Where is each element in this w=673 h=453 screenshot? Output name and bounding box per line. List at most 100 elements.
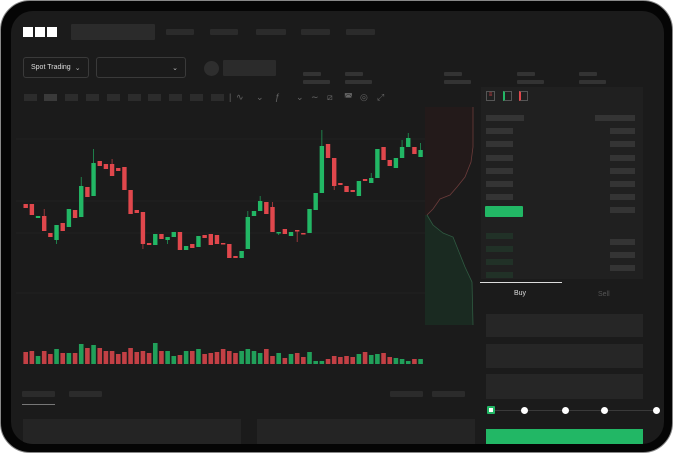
candle-up <box>276 232 281 234</box>
volume-bar <box>165 351 170 364</box>
slider-step-25[interactable] <box>521 407 528 414</box>
volume-bar <box>313 361 318 364</box>
order-amount <box>610 207 635 213</box>
candle-up <box>196 236 201 247</box>
candle-down <box>23 204 28 208</box>
price-input[interactable] <box>486 314 643 337</box>
tab-order-history[interactable] <box>69 391 102 397</box>
wave-icon[interactable]: ∼ <box>311 92 319 102</box>
candle-up <box>319 146 325 193</box>
volume-bar <box>54 349 59 364</box>
volume-bar <box>189 351 195 364</box>
candle-down <box>264 202 269 214</box>
volume-bar <box>72 353 78 364</box>
order-amount <box>610 252 635 258</box>
order-amount <box>610 128 635 134</box>
volume-bar <box>251 351 257 364</box>
candle-down <box>134 210 139 213</box>
nav-item[interactable] <box>346 29 375 35</box>
bottom-action[interactable] <box>432 391 465 397</box>
volume-bar <box>319 361 325 364</box>
timeframe-button[interactable] <box>211 94 224 101</box>
timeframe-button[interactable] <box>169 94 182 101</box>
ruler-icon[interactable]: ⧄ <box>327 92 333 102</box>
tab-open-orders[interactable] <box>22 391 55 397</box>
volume-bar <box>294 353 300 364</box>
stat-value <box>579 80 606 84</box>
candle-up <box>418 150 423 157</box>
order-amount <box>610 155 635 161</box>
chevron-down-icon[interactable]: ⌄ <box>296 92 304 102</box>
nav-item[interactable] <box>166 29 194 35</box>
fullscreen-icon[interactable]: ⤢ <box>377 92 385 102</box>
orderbook-header-amount <box>595 115 635 121</box>
candle-down <box>270 207 275 232</box>
tab-buy[interactable]: Buy <box>514 290 527 297</box>
ask-price <box>486 128 513 134</box>
candle-up <box>288 232 294 236</box>
volume-bar <box>307 352 312 364</box>
indicator-icon[interactable]: ƒ <box>275 92 281 102</box>
timeframe-button[interactable] <box>24 94 37 101</box>
nav-item[interactable] <box>301 29 330 35</box>
pair-dropdown[interactable]: ⌄ <box>96 57 186 78</box>
timeframe-button-active[interactable] <box>44 94 57 101</box>
timeframe-button[interactable] <box>107 94 120 101</box>
timeframe-button[interactable] <box>65 94 78 101</box>
order-amount <box>610 239 635 245</box>
nav-item[interactable] <box>256 29 286 35</box>
order-amount <box>610 141 635 147</box>
stat-label <box>345 72 363 76</box>
amount-input[interactable] <box>486 344 643 368</box>
line-style-icon[interactable]: ∿ <box>236 92 244 102</box>
timeframe-button[interactable] <box>148 94 161 101</box>
candle-down <box>301 233 306 235</box>
tab-sell[interactable]: Sell <box>598 291 610 298</box>
orderbook-last-price <box>485 206 523 217</box>
percent-slider-track[interactable] <box>489 410 657 411</box>
candle-up <box>165 237 170 240</box>
volume-bar <box>41 351 47 364</box>
orderbook-bids-icon[interactable] <box>503 91 512 101</box>
timeframe-button[interactable] <box>86 94 99 101</box>
candle-down <box>227 244 232 258</box>
candle-down <box>122 167 127 190</box>
buy-button[interactable] <box>486 429 643 444</box>
slider-step-75[interactable] <box>601 407 608 414</box>
bottom-action[interactable] <box>390 391 423 397</box>
candle-down <box>214 235 220 244</box>
chevron-down-icon[interactable]: ⌄ <box>256 92 264 102</box>
camera-icon[interactable]: ◚ <box>344 92 353 102</box>
total-input[interactable] <box>486 374 643 399</box>
candle-down <box>103 164 109 169</box>
candlestick-chart[interactable] <box>11 11 431 376</box>
nav-item[interactable] <box>210 29 238 35</box>
depth-bids-line <box>426 214 474 325</box>
volume-bar <box>412 359 417 364</box>
percent-slider-handle[interactable] <box>487 406 495 414</box>
candle-down <box>202 235 207 238</box>
candle-up <box>369 178 374 183</box>
settings-icon[interactable]: ◎ <box>360 92 368 102</box>
depth-asks-area <box>425 107 473 215</box>
stat-label <box>303 72 321 76</box>
orderbook-both-icon[interactable]: ≡ <box>486 91 495 101</box>
volume-bar <box>109 351 115 364</box>
slider-step-100[interactable] <box>653 407 660 414</box>
volume-bar <box>214 352 220 364</box>
volume-bar <box>325 359 331 364</box>
timeframe-button[interactable] <box>128 94 141 101</box>
stat-label <box>444 72 462 76</box>
ask-price <box>486 168 513 174</box>
timeframe-button[interactable] <box>190 94 203 101</box>
search-bar[interactable] <box>71 24 155 40</box>
candle-down <box>128 190 133 214</box>
orderbook-asks-icon[interactable] <box>519 91 528 101</box>
slider-step-50[interactable] <box>562 407 569 414</box>
spot-trading-dropdown[interactable]: Spot Trading ⌄ <box>23 57 89 78</box>
volume-bar <box>282 358 288 364</box>
candle-down <box>282 229 288 234</box>
volume-bar <box>245 349 251 364</box>
stat-label <box>579 72 597 76</box>
